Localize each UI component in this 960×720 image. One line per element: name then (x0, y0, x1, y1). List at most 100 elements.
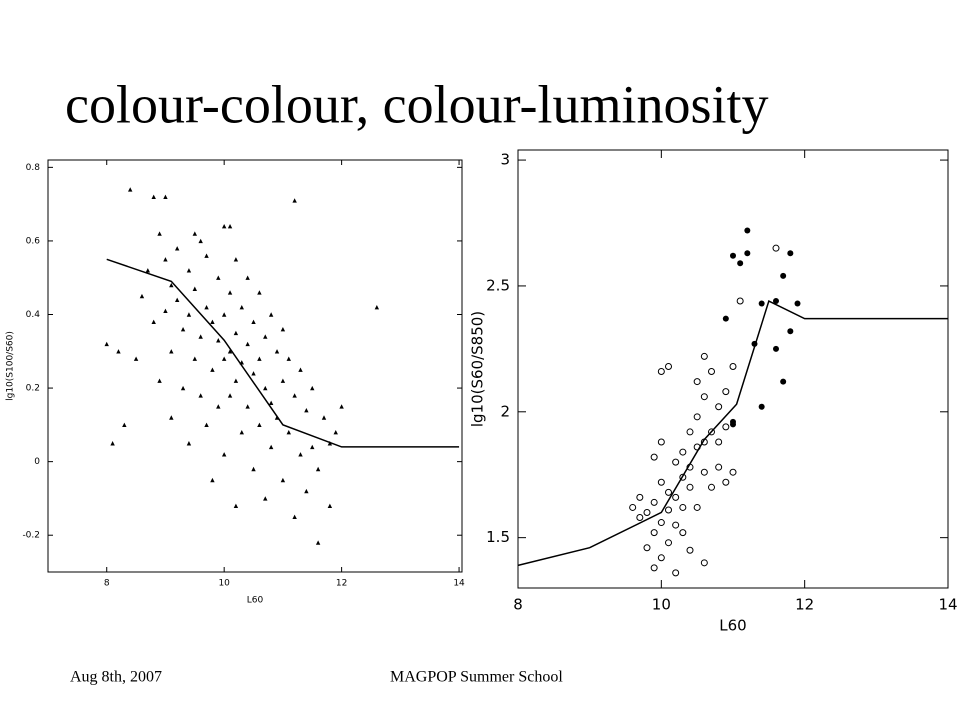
point (333, 430, 338, 435)
point (221, 356, 227, 361)
point (780, 378, 787, 385)
point (151, 319, 156, 325)
point (298, 367, 303, 372)
y-tick-label: 0.2 (26, 384, 40, 394)
point (251, 371, 256, 376)
point (700, 559, 708, 567)
x-tick-label: 10 (652, 596, 671, 614)
y-tick-label: 2 (500, 402, 510, 420)
point (758, 403, 765, 410)
point (304, 488, 309, 494)
point (665, 488, 672, 496)
point (292, 393, 297, 398)
fit-line (106, 258, 460, 448)
point (245, 341, 250, 347)
point (174, 297, 180, 302)
point (227, 224, 233, 229)
point (787, 328, 794, 335)
point (192, 286, 198, 291)
point (722, 315, 729, 322)
y-tick-label: 0.8 (26, 163, 41, 173)
point (780, 272, 787, 279)
point (263, 496, 268, 501)
point (657, 519, 665, 527)
point (280, 327, 286, 332)
point (657, 478, 665, 486)
point (145, 268, 151, 273)
point (292, 514, 297, 520)
point (274, 349, 280, 354)
point (629, 503, 637, 511)
y-tick-label: -0.2 (22, 531, 40, 541)
point (128, 187, 133, 192)
y-tick-label: 2.5 (486, 276, 510, 294)
point (239, 430, 244, 435)
plot-frame (517, 149, 949, 589)
point (245, 275, 250, 280)
point (216, 338, 221, 343)
point (672, 521, 680, 529)
y-tick-label: 0 (34, 457, 40, 467)
point (744, 227, 751, 234)
point (773, 298, 779, 305)
point (221, 452, 227, 457)
point (233, 378, 239, 383)
point (163, 194, 168, 199)
point (298, 452, 303, 457)
point (715, 403, 723, 411)
plot-frame (47, 159, 463, 573)
point (268, 312, 274, 317)
x-tick-label: 14 (938, 596, 957, 614)
point (657, 438, 665, 446)
point (257, 290, 262, 295)
point (650, 498, 658, 506)
point (268, 444, 274, 450)
point (715, 438, 723, 446)
point (192, 231, 198, 236)
fit-line (517, 299, 948, 567)
point (186, 441, 192, 446)
point (186, 312, 192, 317)
y-tick-label: 1.5 (486, 528, 510, 546)
x-tick-label: 8 (513, 596, 523, 614)
point (708, 368, 715, 376)
point (139, 293, 145, 299)
point (204, 304, 209, 310)
point (730, 418, 736, 425)
point (133, 356, 139, 361)
point (315, 466, 321, 472)
point (650, 564, 658, 572)
point (227, 290, 233, 295)
point (221, 224, 227, 229)
point (221, 312, 227, 317)
point (198, 393, 203, 398)
x-tick-label: 14 (453, 579, 465, 589)
point (198, 238, 203, 244)
point (650, 529, 658, 537)
point (679, 529, 687, 537)
point (280, 477, 286, 483)
point (257, 422, 262, 428)
point (239, 304, 244, 310)
point (636, 493, 644, 501)
x-tick-label: 10 (218, 579, 230, 589)
point (180, 385, 186, 391)
x-axis-label: L60 (719, 617, 746, 635)
point (204, 422, 209, 428)
x-tick-label: 8 (104, 579, 110, 589)
point (169, 415, 174, 420)
point (157, 231, 162, 236)
point (116, 349, 121, 354)
point (787, 250, 794, 257)
point (715, 463, 723, 471)
y-tick-label: 3 (500, 151, 510, 169)
point (693, 503, 701, 511)
point (263, 385, 268, 391)
point (245, 404, 250, 409)
point (643, 508, 651, 516)
point (730, 252, 736, 259)
point (110, 441, 115, 446)
point (216, 275, 221, 280)
point (315, 540, 321, 545)
